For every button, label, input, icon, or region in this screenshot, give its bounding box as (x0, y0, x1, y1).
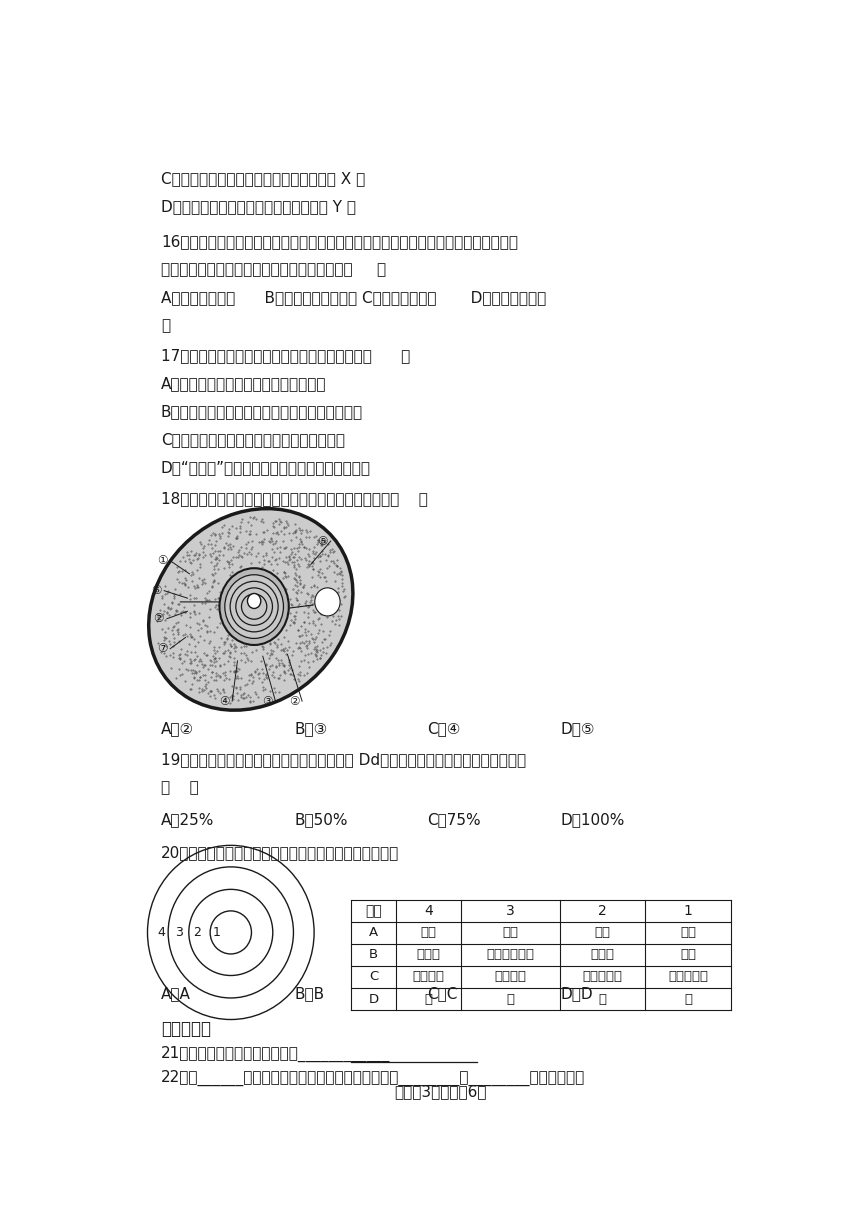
Text: 农作物: 农作物 (591, 948, 615, 962)
Text: B．50%: B．50% (294, 812, 347, 828)
Ellipse shape (219, 568, 289, 644)
Text: ⑦: ⑦ (157, 642, 168, 655)
Text: 种子植物: 种子植物 (413, 970, 445, 984)
Text: 性: 性 (161, 319, 170, 333)
Text: ①: ① (157, 554, 168, 567)
Text: A: A (369, 927, 378, 939)
Text: 器官: 器官 (503, 927, 519, 939)
Ellipse shape (224, 575, 284, 638)
Text: C．蟓虫一生经历了卵、幼虫、成虫三个时期: C．蟓虫一生经历了卵、幼虫、成虫三个时期 (161, 433, 345, 447)
Text: 系统: 系统 (421, 927, 437, 939)
Text: 4: 4 (424, 903, 433, 918)
Text: ②: ② (154, 613, 164, 625)
Ellipse shape (242, 593, 267, 619)
Text: C．正常女性产生的卵细胞中性染色体只有 X 型: C．正常女性产生的卵细胞中性染色体只有 X 型 (161, 171, 365, 186)
Text: 2: 2 (599, 903, 607, 918)
Text: A．鸟类受精卵中的胚盘将来发育成雏鸟: A．鸟类受精卵中的胚盘将来发育成雏鸟 (161, 376, 326, 392)
Text: D．D: D．D (561, 986, 593, 1001)
Text: 科: 科 (599, 992, 606, 1006)
Text: C．C: C．C (427, 986, 458, 1001)
Text: C．75%: C．75% (427, 812, 481, 828)
Text: 3: 3 (175, 925, 183, 939)
Text: D．100%: D．100% (561, 812, 625, 828)
Text: 目: 目 (507, 992, 515, 1006)
Text: ③: ③ (262, 694, 273, 708)
Text: 生物圈: 生物圈 (417, 948, 441, 962)
Text: 16．百色水库库区，碧水蓝天，植物资源丰富，鱼虫鸟兽应有尽有，它们和谐共处，构: 16．百色水库库区，碧水蓝天，植物资源丰富，鱼虫鸟兽应有尽有，它们和谐共处，构 (161, 233, 518, 249)
Text: 二、填空题: 二、填空题 (161, 1020, 211, 1038)
Text: 纲: 纲 (425, 992, 433, 1006)
Text: D．“菜青虫”在菜粉蝶一生中所处的时期是成虫期: D．“菜青虫”在菜粉蝶一生中所处的时期是成虫期 (161, 461, 371, 475)
Ellipse shape (148, 845, 314, 1019)
Text: D．正常男子产生的精子中性染色体只有 Y 型: D．正常男子产生的精子中性染色体只有 Y 型 (161, 199, 356, 214)
Text: B．③: B．③ (294, 721, 328, 736)
Text: A．②: A．② (161, 721, 194, 736)
Text: A．基因的多样性      B．生态系统的多样性 C．物种的多样性       D．蛋白质的多样: A．基因的多样性 B．生态系统的多样性 C．物种的多样性 D．蛋白质的多样 (161, 291, 546, 305)
Text: B: B (369, 948, 378, 962)
Text: ⑥: ⑥ (150, 584, 162, 597)
Text: 被子植物: 被子植物 (494, 970, 526, 984)
Text: 水稻: 水稻 (680, 948, 696, 962)
Text: 农田生态系统: 农田生态系统 (487, 948, 535, 962)
Text: ②: ② (289, 694, 299, 708)
Text: （    ）: （ ） (161, 779, 199, 795)
Ellipse shape (248, 593, 261, 608)
Text: D: D (368, 992, 378, 1006)
Ellipse shape (149, 508, 353, 710)
Text: C: C (369, 970, 378, 984)
Text: ⑤: ⑤ (317, 535, 328, 547)
Text: 单子叶植物: 单子叶植物 (668, 970, 708, 984)
Text: 19．某对夸娇都是双眼皮，他们的基因型都是 Dd，他们的子女也是双眼皮的可能性是: 19．某对夸娇都是双眼皮，他们的基因型都是 Dd，他们的子女也是双眼皮的可能性是 (161, 751, 526, 767)
Text: 22．由______发育成新个体的过程中，幼体与成体的________和________差异很大，这: 22．由______发育成新个体的过程中，幼体与成体的________和____… (161, 1069, 585, 1086)
Ellipse shape (169, 867, 293, 998)
Ellipse shape (236, 587, 273, 625)
Text: 17．下列有关动物生殖和发育的叙述，错误的是（      ）: 17．下列有关动物生殖和发育的叙述，错误的是（ ） (161, 348, 410, 364)
Text: B．求偶、交配、产卵是所有鸟类共有的繁殖行为: B．求偶、交配、产卵是所有鸟类共有的繁殖行为 (161, 405, 363, 420)
Text: B．B: B．B (294, 986, 324, 1001)
Ellipse shape (210, 911, 251, 955)
Text: 20．下表各选项中概念之间的关系与下图不相符的是（）: 20．下表各选项中概念之间的关系与下图不相符的是（） (161, 845, 399, 861)
Text: D．⑤: D．⑤ (561, 721, 595, 736)
Text: 细胞: 细胞 (680, 927, 696, 939)
Text: A．25%: A．25% (161, 812, 214, 828)
Ellipse shape (230, 581, 278, 632)
Text: 21．列举你身上的一对相对性状____________: 21．列举你身上的一对相对性状____________ (161, 1046, 390, 1063)
Text: 4: 4 (157, 925, 165, 939)
Text: C．④: C．④ (427, 721, 461, 736)
Text: 成了一个统一的整体，这体现了生物多样性的（     ）: 成了一个统一的整体，这体现了生物多样性的（ ） (161, 261, 386, 277)
Text: 双子叶植物: 双子叶植物 (583, 970, 623, 984)
Text: ④: ④ (219, 694, 230, 708)
Text: A．A: A．A (161, 986, 191, 1001)
Text: 属: 属 (684, 992, 692, 1006)
Text: 选项: 选项 (365, 903, 382, 918)
Text: 组织: 组织 (595, 927, 611, 939)
Text: 3: 3 (507, 903, 515, 918)
Ellipse shape (189, 889, 273, 975)
Ellipse shape (315, 587, 340, 617)
Text: 试卷第3页，六兲6页: 试卷第3页，六兲6页 (395, 1085, 487, 1099)
Text: 2: 2 (193, 925, 200, 939)
Text: 18．如图是鸡卵的结构图，将来能发育成雏鸡的结构是（    ）: 18．如图是鸡卵的结构图，将来能发育成雏鸡的结构是（ ） (161, 491, 427, 506)
Text: 1: 1 (684, 903, 692, 918)
Text: 1: 1 (212, 925, 220, 939)
